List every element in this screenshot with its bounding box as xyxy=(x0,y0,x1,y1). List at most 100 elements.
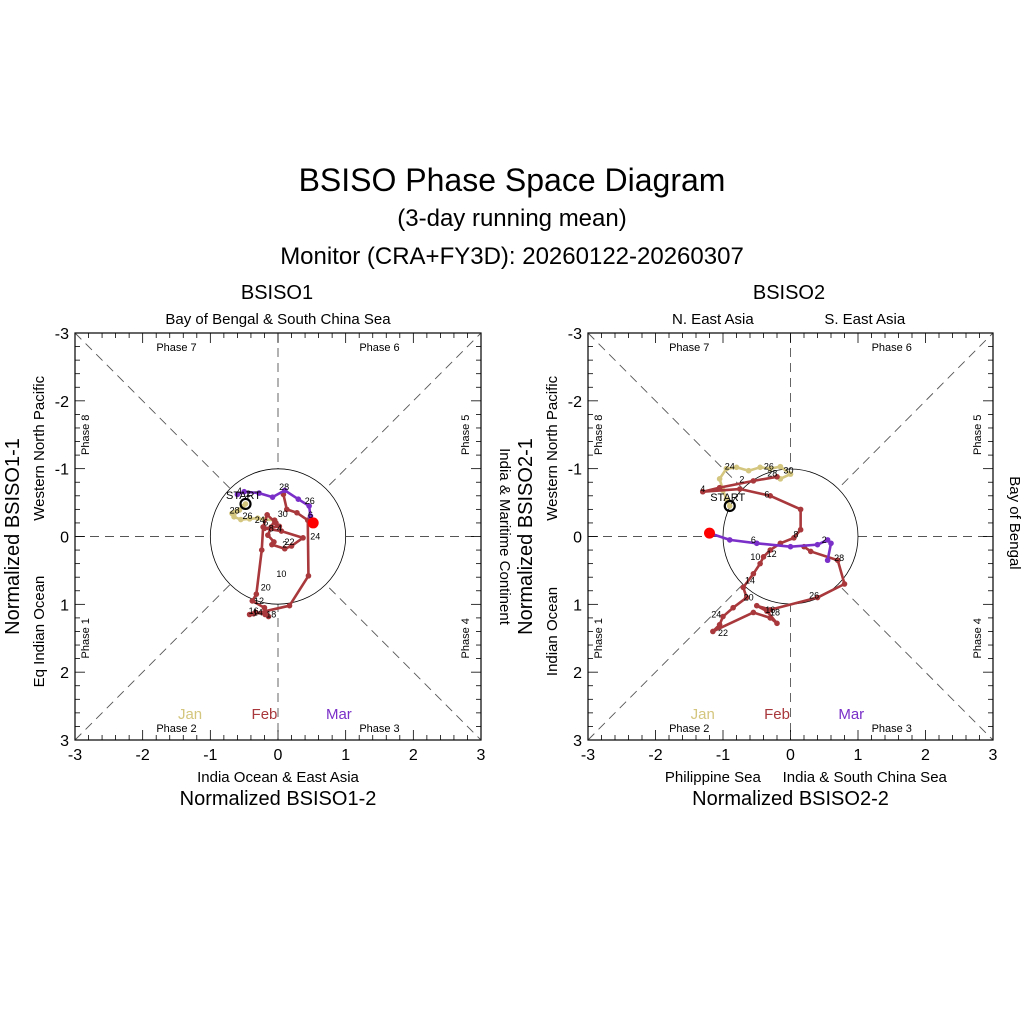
panel1-day-label: 16 xyxy=(249,606,259,616)
panel2-series-feb-point xyxy=(716,621,723,628)
panel1-x-tick-label: 3 xyxy=(477,747,486,764)
panel2-day-label: 30 xyxy=(783,466,793,476)
panel2-series-jan-point xyxy=(716,476,723,482)
panel1-day-label: 24 xyxy=(255,515,265,525)
panel2-x-tick-label: 0 xyxy=(786,747,795,764)
panel1-day-label: 28 xyxy=(230,506,240,516)
panel2-day-label: 12 xyxy=(767,549,777,559)
panel2-series-feb-point xyxy=(797,506,804,513)
panel2-day-label: 18 xyxy=(770,607,780,617)
panel1-day-label: 26 xyxy=(243,511,253,521)
panel2-series-jan-point xyxy=(777,463,784,470)
panel1-series-feb-point xyxy=(261,604,268,611)
panel2-series-feb-point xyxy=(841,581,848,587)
panel1-y-tick-label: 1 xyxy=(60,597,69,614)
panel1-legend-feb: Feb xyxy=(252,706,278,723)
panel2-phase-1-label: Phase 1 xyxy=(593,618,605,658)
panel1-phase-2-label: Phase 2 xyxy=(156,723,196,735)
panel2-x-tick-label: -2 xyxy=(648,747,662,764)
panel2-x-tick-label: 2 xyxy=(921,747,930,764)
panel1-series-feb-point xyxy=(253,591,260,597)
panel1-series-feb-point xyxy=(269,541,275,548)
panel2-day-label: 28 xyxy=(834,553,844,563)
panel1-y-axis-label: Normalized BSISO1-1 xyxy=(2,438,24,635)
panel2-series-mar-point xyxy=(753,540,760,547)
panel2-series-feb-point xyxy=(699,488,706,495)
panel1-series-mar-point xyxy=(281,487,288,494)
panel2-day-label: 24 xyxy=(711,610,721,620)
panel2-y-tick-label: 1 xyxy=(573,597,582,614)
panel2-x-tick-label: 3 xyxy=(989,747,998,764)
panel1-day-label: 6 xyxy=(308,510,313,520)
panel2-series-jan-point xyxy=(787,471,794,477)
panel1-series-jan-point xyxy=(254,515,261,521)
panel2-x-tick-label: -3 xyxy=(581,747,595,764)
panel2-series-feb-point xyxy=(750,478,757,484)
panel2-day-label: 26 xyxy=(764,462,774,472)
panel1-series-feb-point xyxy=(273,520,279,526)
panel2-end-marker xyxy=(704,527,715,539)
panel1-phase-4-label: Phase 4 xyxy=(460,618,472,658)
panel2-day-label: 26 xyxy=(809,591,819,601)
panel2-right-region-label: Bay of Bengal xyxy=(1006,476,1023,569)
panel1-series-feb-point xyxy=(283,506,290,513)
panel2-y-tick-label: 3 xyxy=(573,733,582,750)
panel1-series-mar-point xyxy=(295,496,302,502)
panel1-x-tick-label: 1 xyxy=(341,747,350,764)
panel2-series-feb-point xyxy=(750,609,757,616)
panel1-series-feb-point xyxy=(258,547,265,553)
panel2-phase-4-label: Phase 4 xyxy=(972,618,984,658)
panel2-legend-mar: Mar xyxy=(838,706,864,723)
panel2-day-label: 24 xyxy=(725,462,735,472)
panel1-phase-1-label: Phase 1 xyxy=(80,618,92,658)
panel1-x-tick-label: -1 xyxy=(203,747,217,764)
panel1-day-label: 18 xyxy=(266,610,276,620)
panel1-series-feb-point xyxy=(262,611,268,618)
panel1-start-label: START xyxy=(226,490,261,502)
panel1-series-feb-point xyxy=(265,532,271,538)
panel2-day-label: 16 xyxy=(765,605,775,615)
panel2-day-label: 14 xyxy=(745,576,755,586)
panel1-series-feb-point xyxy=(260,524,266,530)
panel1-right-region-label: India & Maritime Continent xyxy=(496,448,513,626)
panel1-day-label: 6 xyxy=(263,517,268,527)
panel1-series-feb-point xyxy=(264,511,270,518)
panel2-series-feb-point xyxy=(814,594,821,601)
panel2-series-feb-point xyxy=(774,474,780,480)
chart-title: BSISO Phase Space Diagram xyxy=(298,162,726,198)
panel1-y-tick-label: 0 xyxy=(60,530,69,547)
panel2-series-mar-point xyxy=(787,543,794,550)
panel1-y-tick-label: -3 xyxy=(55,326,69,343)
panel1-series-feb-point xyxy=(294,509,300,516)
panel2-x-tick-label: 1 xyxy=(854,747,863,764)
panel2-series-jan-point xyxy=(723,465,730,472)
panel2-y-tick-label: -1 xyxy=(568,462,582,479)
panel2-day-label: 22 xyxy=(718,628,728,638)
panel2-series-feb-point xyxy=(716,484,723,491)
panel1-series-feb-point xyxy=(249,598,256,604)
panel2-series-feb-point xyxy=(767,493,774,499)
panel2-left-region-label-top: Western North Pacific xyxy=(544,375,561,520)
panel1-y-tick-label: -1 xyxy=(55,462,69,479)
panel2-day-label: 6 xyxy=(751,535,756,545)
panel1-series-feb-point xyxy=(250,611,257,617)
panel2-phase-5-label: Phase 5 xyxy=(972,415,984,455)
panel1-day-label: 14 xyxy=(253,607,263,617)
panel1-series-mar-point xyxy=(256,490,262,496)
panel1-legend-jan: Jan xyxy=(178,706,202,723)
panel1-series-jan-point xyxy=(231,514,237,520)
panel1-phase-7-label: Phase 7 xyxy=(156,342,196,354)
panel1-y-tick-label: 2 xyxy=(60,665,69,682)
panel2-bottom-region-label-right: India & South China Sea xyxy=(783,769,948,786)
panel1-day-label: 12 xyxy=(254,596,264,606)
panel1-y-tick-label: 3 xyxy=(60,733,69,750)
panel1-day-label: 8 xyxy=(269,523,274,533)
panel2-day-label: 20 xyxy=(744,593,754,603)
panel1-day-label: 10 xyxy=(276,569,286,579)
panel2-series-feb-point xyxy=(807,548,814,555)
panel1-end-marker xyxy=(307,517,319,529)
panel1-series-feb-point xyxy=(268,524,275,530)
panel1-series-jan-point xyxy=(246,516,253,522)
panel2-y-axis-label: Normalized BSISO2-1 xyxy=(515,438,537,635)
